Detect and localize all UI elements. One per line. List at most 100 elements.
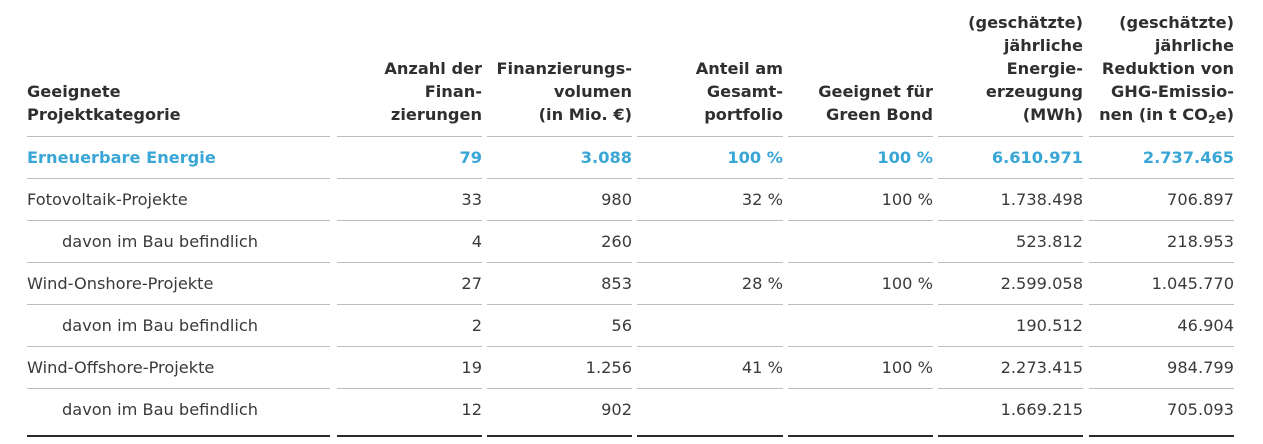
row-rule bbox=[637, 388, 783, 389]
cell-count: 27 bbox=[461, 274, 482, 293]
cell-volume: 3.088 bbox=[580, 148, 632, 167]
cell-green-bond bbox=[788, 221, 933, 263]
header-rule bbox=[487, 136, 632, 137]
cell-volume: 1.256 bbox=[585, 358, 632, 377]
header-rule bbox=[637, 136, 783, 137]
row-rule bbox=[337, 346, 482, 347]
row-rule bbox=[337, 178, 482, 179]
row-rule bbox=[1089, 262, 1234, 263]
row-rule bbox=[637, 346, 783, 347]
row-rule bbox=[487, 346, 632, 347]
cell-green-bond: 100 % bbox=[881, 190, 933, 209]
cell-volume: 853 bbox=[601, 274, 632, 293]
table-bottom-rule bbox=[788, 435, 933, 437]
cell-energy: 1.669.215 bbox=[1000, 400, 1083, 419]
cell-ghg: 218.953 bbox=[1167, 232, 1234, 251]
column-count: Anzahl der Finan- zierungen 79 33 4 27 2 19 12 bbox=[337, 0, 482, 444]
cell-count: 4 bbox=[471, 232, 482, 251]
row-rule bbox=[1089, 304, 1234, 305]
cell-count: 33 bbox=[461, 190, 482, 209]
row-rule bbox=[27, 346, 330, 347]
cell-energy: 2.273.415 bbox=[1000, 358, 1083, 377]
cell-green-bond: 100 % bbox=[877, 148, 933, 167]
cell-energy: 1.738.498 bbox=[1000, 190, 1083, 209]
cell-ghg: 706.897 bbox=[1167, 190, 1234, 209]
table-bottom-rule bbox=[938, 435, 1083, 437]
row-rule bbox=[487, 220, 632, 221]
cell-energy: 6.610.971 bbox=[991, 148, 1083, 167]
row-rule bbox=[1089, 220, 1234, 221]
row-rule bbox=[27, 388, 330, 389]
row-rule bbox=[637, 262, 783, 263]
cell-ghg: 705.093 bbox=[1167, 400, 1234, 419]
row-rule bbox=[337, 220, 482, 221]
row-label: davon im Bau befindlich bbox=[62, 316, 259, 335]
table-bottom-rule bbox=[1089, 435, 1234, 437]
row-rule bbox=[938, 262, 1083, 263]
table-bottom-rule bbox=[487, 435, 632, 437]
row-rule bbox=[788, 388, 933, 389]
cell-count: 12 bbox=[461, 400, 482, 419]
cell-ghg: 2.737.465 bbox=[1142, 148, 1234, 167]
cell-energy: 190.512 bbox=[1016, 316, 1083, 335]
row-rule bbox=[637, 220, 783, 221]
row-rule bbox=[487, 178, 632, 179]
row-rule bbox=[938, 178, 1083, 179]
header-energy: (geschätzte) jährliche Energie- erzeugun… bbox=[968, 13, 1083, 124]
column-volume: Finanzierungs- volumen (in Mio. €) 3.088 9… bbox=[487, 0, 632, 444]
cell-share bbox=[637, 389, 783, 431]
cell-volume: 56 bbox=[611, 316, 632, 335]
row-rule bbox=[938, 304, 1083, 305]
table-bottom-rule bbox=[637, 435, 783, 437]
row-label: davon im Bau befindlich bbox=[62, 400, 259, 419]
row-label: Fotovoltaik-Projekte bbox=[27, 190, 188, 209]
cell-ghg: 1.045.770 bbox=[1151, 274, 1234, 293]
cell-ghg: 46.904 bbox=[1177, 316, 1234, 335]
header-category: Geeignete Projektkategorie bbox=[27, 82, 181, 124]
header-count: Anzahl der Finan- zierungen bbox=[384, 59, 482, 124]
row-rule bbox=[27, 220, 330, 221]
cell-green-bond bbox=[788, 389, 933, 431]
row-rule bbox=[337, 304, 482, 305]
row-rule bbox=[27, 304, 330, 305]
cell-count: 2 bbox=[471, 316, 482, 335]
cell-volume: 902 bbox=[601, 400, 632, 419]
row-rule bbox=[788, 262, 933, 263]
row-rule bbox=[1089, 388, 1234, 389]
cell-count: 19 bbox=[461, 358, 482, 377]
cell-volume: 980 bbox=[601, 190, 632, 209]
cell-energy: 2.599.058 bbox=[1000, 274, 1083, 293]
cell-share: 100 % bbox=[727, 148, 783, 167]
header-rule bbox=[1089, 136, 1234, 137]
header-rule bbox=[788, 136, 933, 137]
row-label: davon im Bau befindlich bbox=[62, 232, 259, 251]
row-label: Erneuerbare Energie bbox=[27, 148, 216, 167]
row-label: Wind-Onshore-Projekte bbox=[27, 274, 214, 293]
cell-volume: 260 bbox=[601, 232, 632, 251]
cell-share bbox=[637, 221, 783, 263]
cell-count: 79 bbox=[459, 148, 482, 167]
row-rule bbox=[938, 220, 1083, 221]
row-rule bbox=[788, 220, 933, 221]
cell-share: 41 % bbox=[741, 358, 783, 377]
row-rule bbox=[337, 388, 482, 389]
row-rule bbox=[938, 346, 1083, 347]
cell-ghg: 984.799 bbox=[1167, 358, 1234, 377]
column-category: Geeignete Projektkategorie Erneuerbare En… bbox=[27, 0, 330, 444]
column-ghg: (geschätzte) jährliche Reduktion von GHG… bbox=[1089, 0, 1234, 444]
cell-energy: 523.812 bbox=[1016, 232, 1083, 251]
header-rule bbox=[337, 136, 482, 137]
cell-green-bond: 100 % bbox=[881, 358, 933, 377]
row-rule bbox=[27, 178, 330, 179]
row-rule bbox=[337, 262, 482, 263]
cell-share bbox=[637, 305, 783, 347]
header-volume: Finanzierungs- volumen (in Mio. €) bbox=[496, 59, 633, 124]
column-share: Anteil am Gesamt- portfolio 100 % 32 % 28 %… bbox=[637, 0, 783, 444]
row-rule bbox=[938, 388, 1083, 389]
row-rule bbox=[788, 304, 933, 305]
row-rule bbox=[637, 304, 783, 305]
header-rule bbox=[938, 136, 1083, 137]
cell-share: 32 % bbox=[741, 190, 783, 209]
row-rule bbox=[788, 346, 933, 347]
